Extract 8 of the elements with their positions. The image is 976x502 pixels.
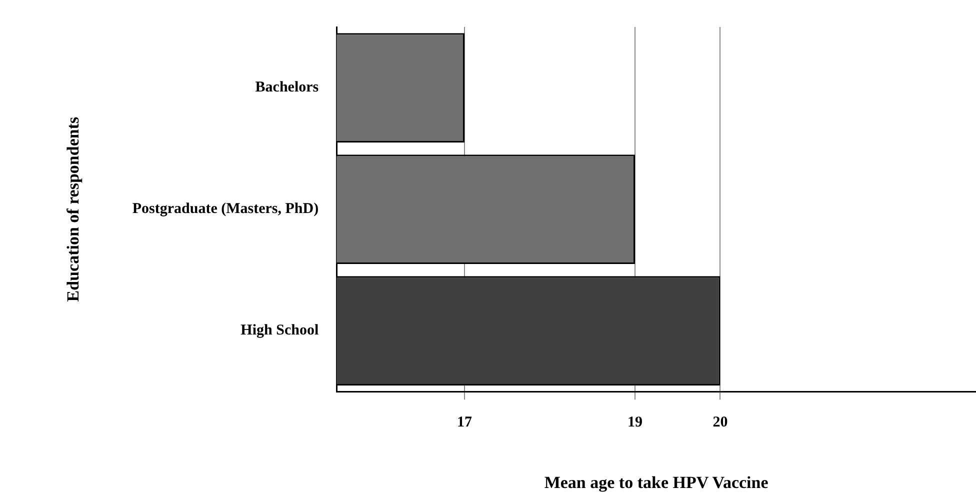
- y-axis-title: Education of respondents: [64, 116, 83, 302]
- y-tick-label: Postgraduate (Masters, PhD): [132, 201, 319, 218]
- x-tick-label: 17: [456, 414, 472, 430]
- x-axis-title: Mean age to take HPV Vaccine: [544, 473, 769, 492]
- x-tick-label: 20: [712, 414, 728, 430]
- y-tick-label: Bachelors: [255, 80, 319, 96]
- x-tick-label: 19: [627, 414, 642, 430]
- y-tick-label: High School: [240, 322, 319, 339]
